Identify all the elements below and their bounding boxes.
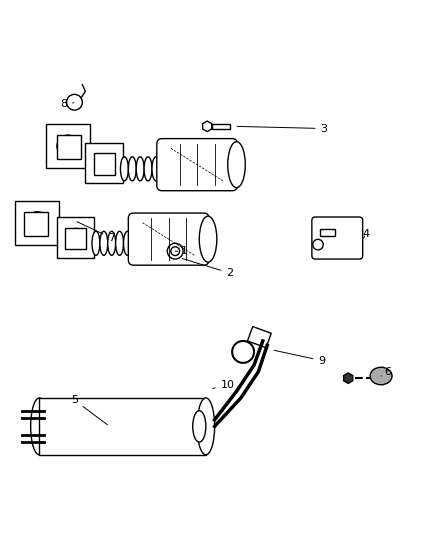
FancyBboxPatch shape bbox=[157, 139, 237, 191]
Ellipse shape bbox=[199, 216, 217, 262]
FancyBboxPatch shape bbox=[15, 201, 59, 245]
Text: 7: 7 bbox=[77, 222, 115, 243]
Ellipse shape bbox=[108, 231, 116, 255]
Ellipse shape bbox=[136, 157, 144, 181]
Ellipse shape bbox=[128, 157, 136, 181]
Bar bbox=[212, 124, 230, 128]
Ellipse shape bbox=[116, 231, 124, 255]
Ellipse shape bbox=[152, 157, 160, 181]
Ellipse shape bbox=[120, 157, 128, 181]
Ellipse shape bbox=[197, 398, 215, 455]
Ellipse shape bbox=[124, 231, 131, 255]
Circle shape bbox=[57, 135, 79, 157]
Ellipse shape bbox=[92, 231, 100, 255]
FancyBboxPatch shape bbox=[85, 143, 123, 183]
Bar bbox=[57, 135, 81, 159]
Ellipse shape bbox=[31, 398, 48, 455]
Bar bbox=[24, 212, 48, 236]
Ellipse shape bbox=[144, 157, 152, 181]
Text: 9: 9 bbox=[274, 350, 325, 366]
FancyBboxPatch shape bbox=[46, 124, 90, 168]
Text: 3: 3 bbox=[237, 124, 328, 134]
Bar bbox=[247, 327, 271, 348]
Text: 4: 4 bbox=[362, 229, 369, 239]
Bar bbox=[94, 154, 115, 174]
FancyBboxPatch shape bbox=[57, 217, 94, 258]
Bar bbox=[65, 228, 86, 249]
Text: 10: 10 bbox=[213, 379, 235, 390]
Bar bbox=[320, 229, 335, 236]
Ellipse shape bbox=[193, 411, 206, 442]
Text: 2: 2 bbox=[182, 259, 233, 278]
Circle shape bbox=[171, 247, 180, 255]
Circle shape bbox=[66, 229, 85, 248]
Text: 8: 8 bbox=[60, 100, 74, 109]
Text: 1: 1 bbox=[175, 246, 187, 256]
Circle shape bbox=[167, 243, 183, 259]
Bar bbox=[39, 398, 206, 455]
Circle shape bbox=[95, 154, 114, 173]
Circle shape bbox=[26, 212, 48, 233]
Ellipse shape bbox=[228, 142, 245, 188]
Circle shape bbox=[313, 239, 323, 250]
Circle shape bbox=[67, 94, 82, 110]
FancyBboxPatch shape bbox=[312, 217, 363, 259]
Text: 5: 5 bbox=[71, 395, 107, 425]
Ellipse shape bbox=[370, 367, 392, 385]
Text: 6: 6 bbox=[381, 367, 391, 377]
Ellipse shape bbox=[100, 231, 108, 255]
FancyBboxPatch shape bbox=[128, 213, 209, 265]
Circle shape bbox=[232, 341, 254, 363]
